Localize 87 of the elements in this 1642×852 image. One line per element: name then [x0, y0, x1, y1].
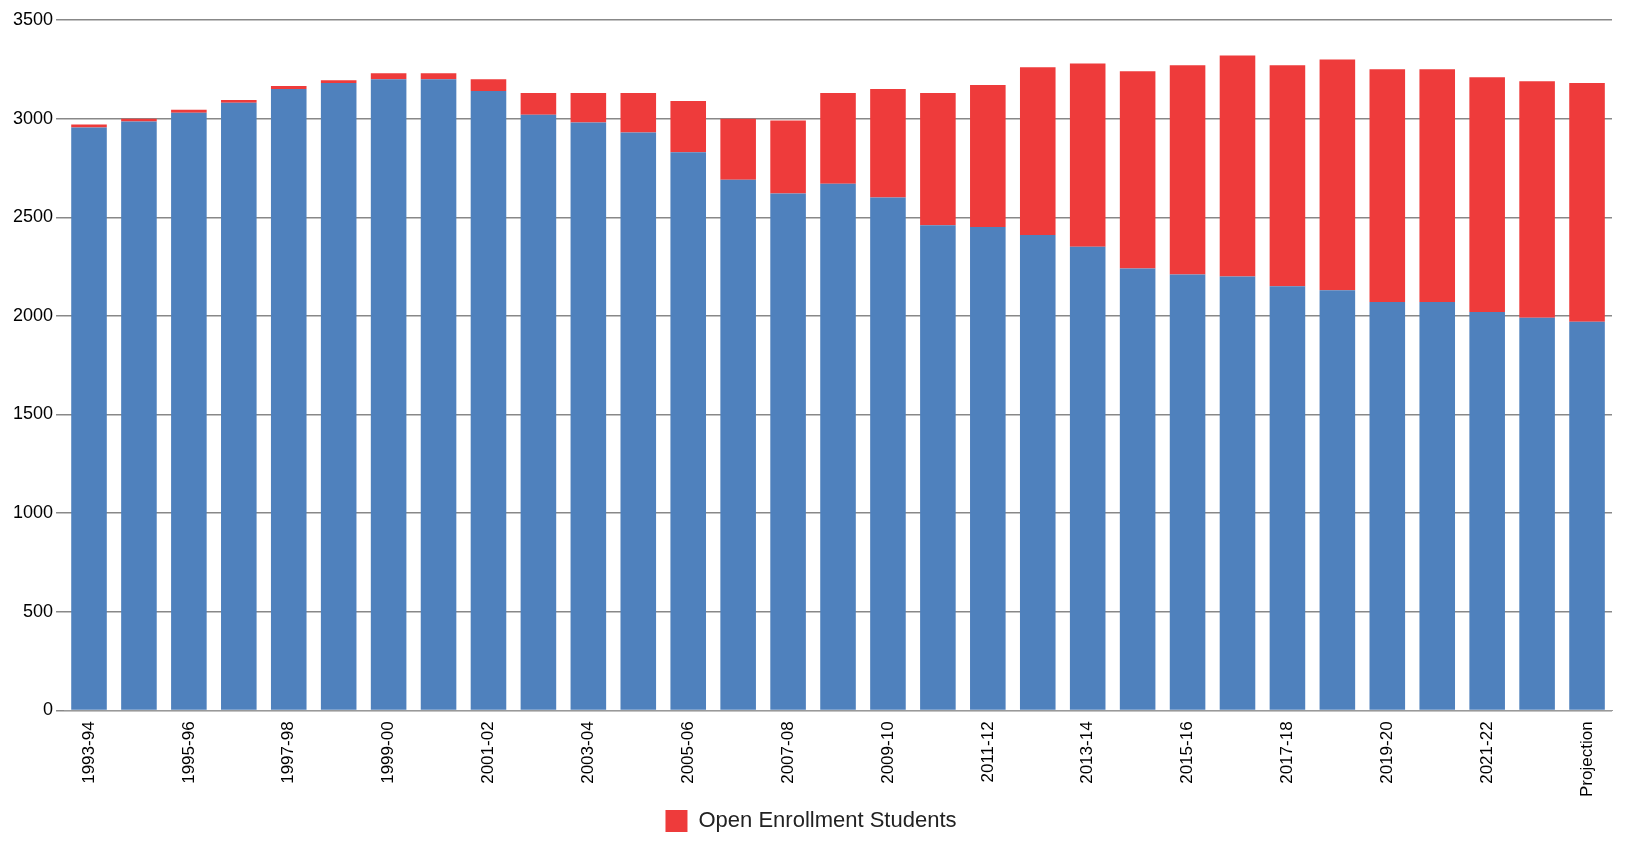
- x-tick-label: 2005-06: [677, 721, 697, 784]
- bar: [1019, 67, 1056, 236]
- bar: [570, 92, 607, 123]
- bar: [320, 80, 357, 84]
- y-tick-label: 2000: [13, 304, 54, 325]
- bar: [620, 92, 657, 133]
- bar: [370, 73, 407, 80]
- bar: [171, 112, 207, 710]
- bar: [820, 92, 856, 184]
- bar: [221, 102, 257, 710]
- bar: [870, 89, 906, 198]
- bar: [820, 183, 856, 710]
- bar: [1119, 268, 1156, 710]
- y-tick-label: 2500: [13, 206, 54, 227]
- y-tick-label: 3000: [13, 107, 54, 128]
- bar: [1269, 286, 1306, 710]
- bar: [1319, 290, 1356, 710]
- bar: [920, 92, 956, 226]
- y-tick-label: 1500: [13, 403, 54, 424]
- bar: [470, 79, 507, 92]
- bar: [1219, 276, 1256, 710]
- bar: [420, 73, 457, 80]
- bar: [1369, 69, 1406, 303]
- legend-label: Open Enrollment Students: [698, 807, 957, 833]
- bar: [270, 89, 307, 710]
- bar: [1169, 274, 1206, 710]
- bar: [970, 85, 1006, 228]
- x-tick-label: 2009-10: [877, 721, 897, 784]
- bar: [1219, 55, 1256, 277]
- bar: [1069, 246, 1106, 710]
- bar: [1519, 81, 1555, 318]
- bar: [71, 127, 107, 710]
- x-tick-label: 2021-22: [1476, 721, 1496, 784]
- bar: [870, 197, 906, 710]
- bar: [1469, 311, 1505, 710]
- bar: [520, 92, 557, 115]
- x-tick-label: 2019-20: [1376, 721, 1396, 784]
- x-tick-label: 2007-08: [777, 721, 797, 784]
- bar: [1369, 302, 1406, 710]
- x-tick-label: 2017-18: [1277, 721, 1297, 784]
- bar: [720, 118, 756, 180]
- x-tick-label: 2011-12: [977, 721, 997, 783]
- bar: [970, 227, 1006, 710]
- x-tick-label: 1999-00: [378, 721, 398, 784]
- bar: [620, 132, 657, 710]
- bar: [320, 83, 357, 710]
- bar: [121, 118, 157, 122]
- bar: [720, 179, 756, 710]
- y-tick-label: 0: [43, 699, 54, 720]
- bar: [570, 122, 607, 710]
- x-tick-label: 1995-96: [178, 721, 198, 784]
- bar: [1569, 321, 1605, 710]
- bar: [1019, 235, 1056, 710]
- bar: [1419, 302, 1456, 710]
- x-tick-label: 2001-02: [478, 721, 498, 784]
- bar: [121, 121, 157, 710]
- bar: [770, 120, 806, 194]
- bar: [1069, 63, 1106, 247]
- y-tick-label: 1000: [13, 502, 54, 523]
- bar: [670, 152, 707, 710]
- bar: [270, 86, 307, 90]
- bar: [71, 124, 107, 128]
- bar: [1419, 69, 1456, 303]
- y-tick-label: 500: [23, 600, 54, 621]
- bar: [770, 193, 806, 710]
- bar: [520, 114, 557, 710]
- bar: [221, 99, 257, 103]
- bar: [420, 79, 457, 710]
- bar: [171, 109, 207, 113]
- bar: [1469, 77, 1505, 312]
- x-tick-label: 1993-94: [78, 721, 98, 784]
- x-tick-label: 2013-14: [1077, 721, 1097, 784]
- x-tick-label: 1997-98: [278, 721, 298, 784]
- bar: [470, 91, 507, 710]
- bar: [370, 79, 407, 710]
- x-tick-label: 2003-04: [578, 721, 598, 784]
- x-tick-label: Projection: [1576, 721, 1596, 798]
- bar: [1169, 65, 1206, 275]
- bar: [1569, 83, 1605, 322]
- bar: [1119, 71, 1156, 269]
- bar: [1319, 59, 1356, 291]
- bar: [1269, 65, 1306, 287]
- bar: [920, 225, 956, 710]
- y-tick-label: 3500: [13, 8, 54, 29]
- bar: [670, 100, 707, 153]
- x-tick-label: 2015-16: [1177, 721, 1197, 784]
- bar: [1519, 317, 1555, 710]
